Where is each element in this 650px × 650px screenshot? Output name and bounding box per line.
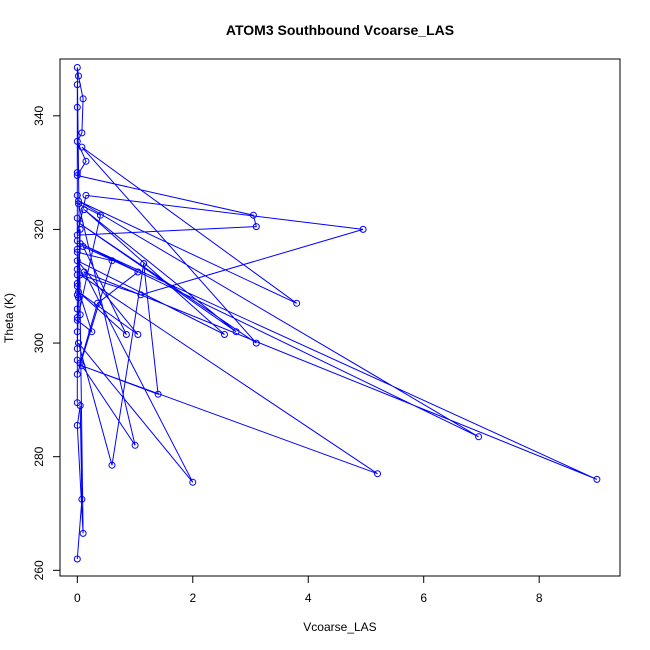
data-point <box>73 555 81 563</box>
data-point <box>82 191 90 199</box>
data-point <box>593 475 601 483</box>
data-point <box>78 495 86 503</box>
data-point <box>73 248 81 256</box>
data-point <box>96 211 104 219</box>
data-point <box>79 95 87 103</box>
data-point <box>140 260 148 267</box>
x-tick-label: 0 <box>74 591 81 605</box>
data-point <box>80 206 88 214</box>
data-point <box>252 223 260 231</box>
x-tick-label: 8 <box>536 591 543 605</box>
y-tick-label: 320 <box>32 219 46 239</box>
data-point <box>73 103 81 111</box>
data-point <box>73 314 81 321</box>
y-tick-label: 300 <box>32 333 46 353</box>
data-point <box>221 331 228 338</box>
data-point <box>82 157 90 165</box>
x-axis: 0 2 4 6 8 <box>74 576 543 605</box>
data-point <box>374 470 381 478</box>
data-point <box>134 331 142 338</box>
x-tick-label: 4 <box>305 591 312 605</box>
data-point <box>88 328 96 336</box>
x-axis-label: Vcoarse_LAS <box>303 620 376 634</box>
data-point <box>293 299 301 307</box>
x-tick-label: 6 <box>420 591 427 605</box>
data-point <box>131 441 139 449</box>
data-point <box>73 257 81 265</box>
data-point <box>94 299 101 307</box>
x-tick-label: 2 <box>189 591 196 605</box>
data-point <box>73 214 81 222</box>
data-point <box>154 390 162 398</box>
data-point <box>76 225 84 233</box>
chart-title: ATOM3 Southbound Vcoarse_LAS <box>226 22 454 38</box>
y-tick-label: 340 <box>32 105 46 125</box>
data-point <box>249 211 257 219</box>
plot-frame <box>59 58 621 577</box>
data-point <box>73 305 81 313</box>
series-layer <box>73 64 601 563</box>
y-tick-label: 280 <box>32 446 46 466</box>
data-point <box>79 243 87 250</box>
y-axis-label: Theta (K) <box>2 293 16 343</box>
data-point <box>78 129 86 137</box>
data-point <box>252 339 260 347</box>
data-point <box>73 81 81 89</box>
data-point <box>73 191 81 199</box>
data-point <box>475 433 483 441</box>
data-point <box>80 268 88 276</box>
data-point <box>79 529 87 537</box>
data-point <box>134 268 142 276</box>
data-point <box>73 316 81 324</box>
data-point <box>75 200 82 208</box>
data-point <box>232 328 240 336</box>
data-point <box>73 169 81 177</box>
data-point <box>73 237 81 245</box>
data-point <box>73 279 81 287</box>
y-tick-label: 260 <box>32 560 46 580</box>
data-point <box>73 271 81 279</box>
data-point <box>73 291 81 299</box>
data-point <box>73 399 81 407</box>
data-point <box>73 282 81 290</box>
data-point <box>73 328 81 336</box>
data-point <box>108 461 116 469</box>
data-point <box>73 345 81 353</box>
y-axis: 260 280 300 320 340 <box>32 105 60 580</box>
data-point <box>189 478 197 486</box>
data-point <box>122 331 130 338</box>
data-point <box>78 143 86 151</box>
data-point <box>73 172 81 179</box>
data-point <box>73 64 81 71</box>
data-point <box>359 225 367 233</box>
series-line <box>76 67 598 560</box>
data-point <box>73 356 81 364</box>
data-point <box>75 72 82 80</box>
data-point <box>73 370 81 378</box>
data-point <box>73 245 81 253</box>
data-point <box>137 291 145 299</box>
data-point <box>73 421 81 429</box>
data-point <box>73 137 81 145</box>
data-point <box>108 257 116 265</box>
